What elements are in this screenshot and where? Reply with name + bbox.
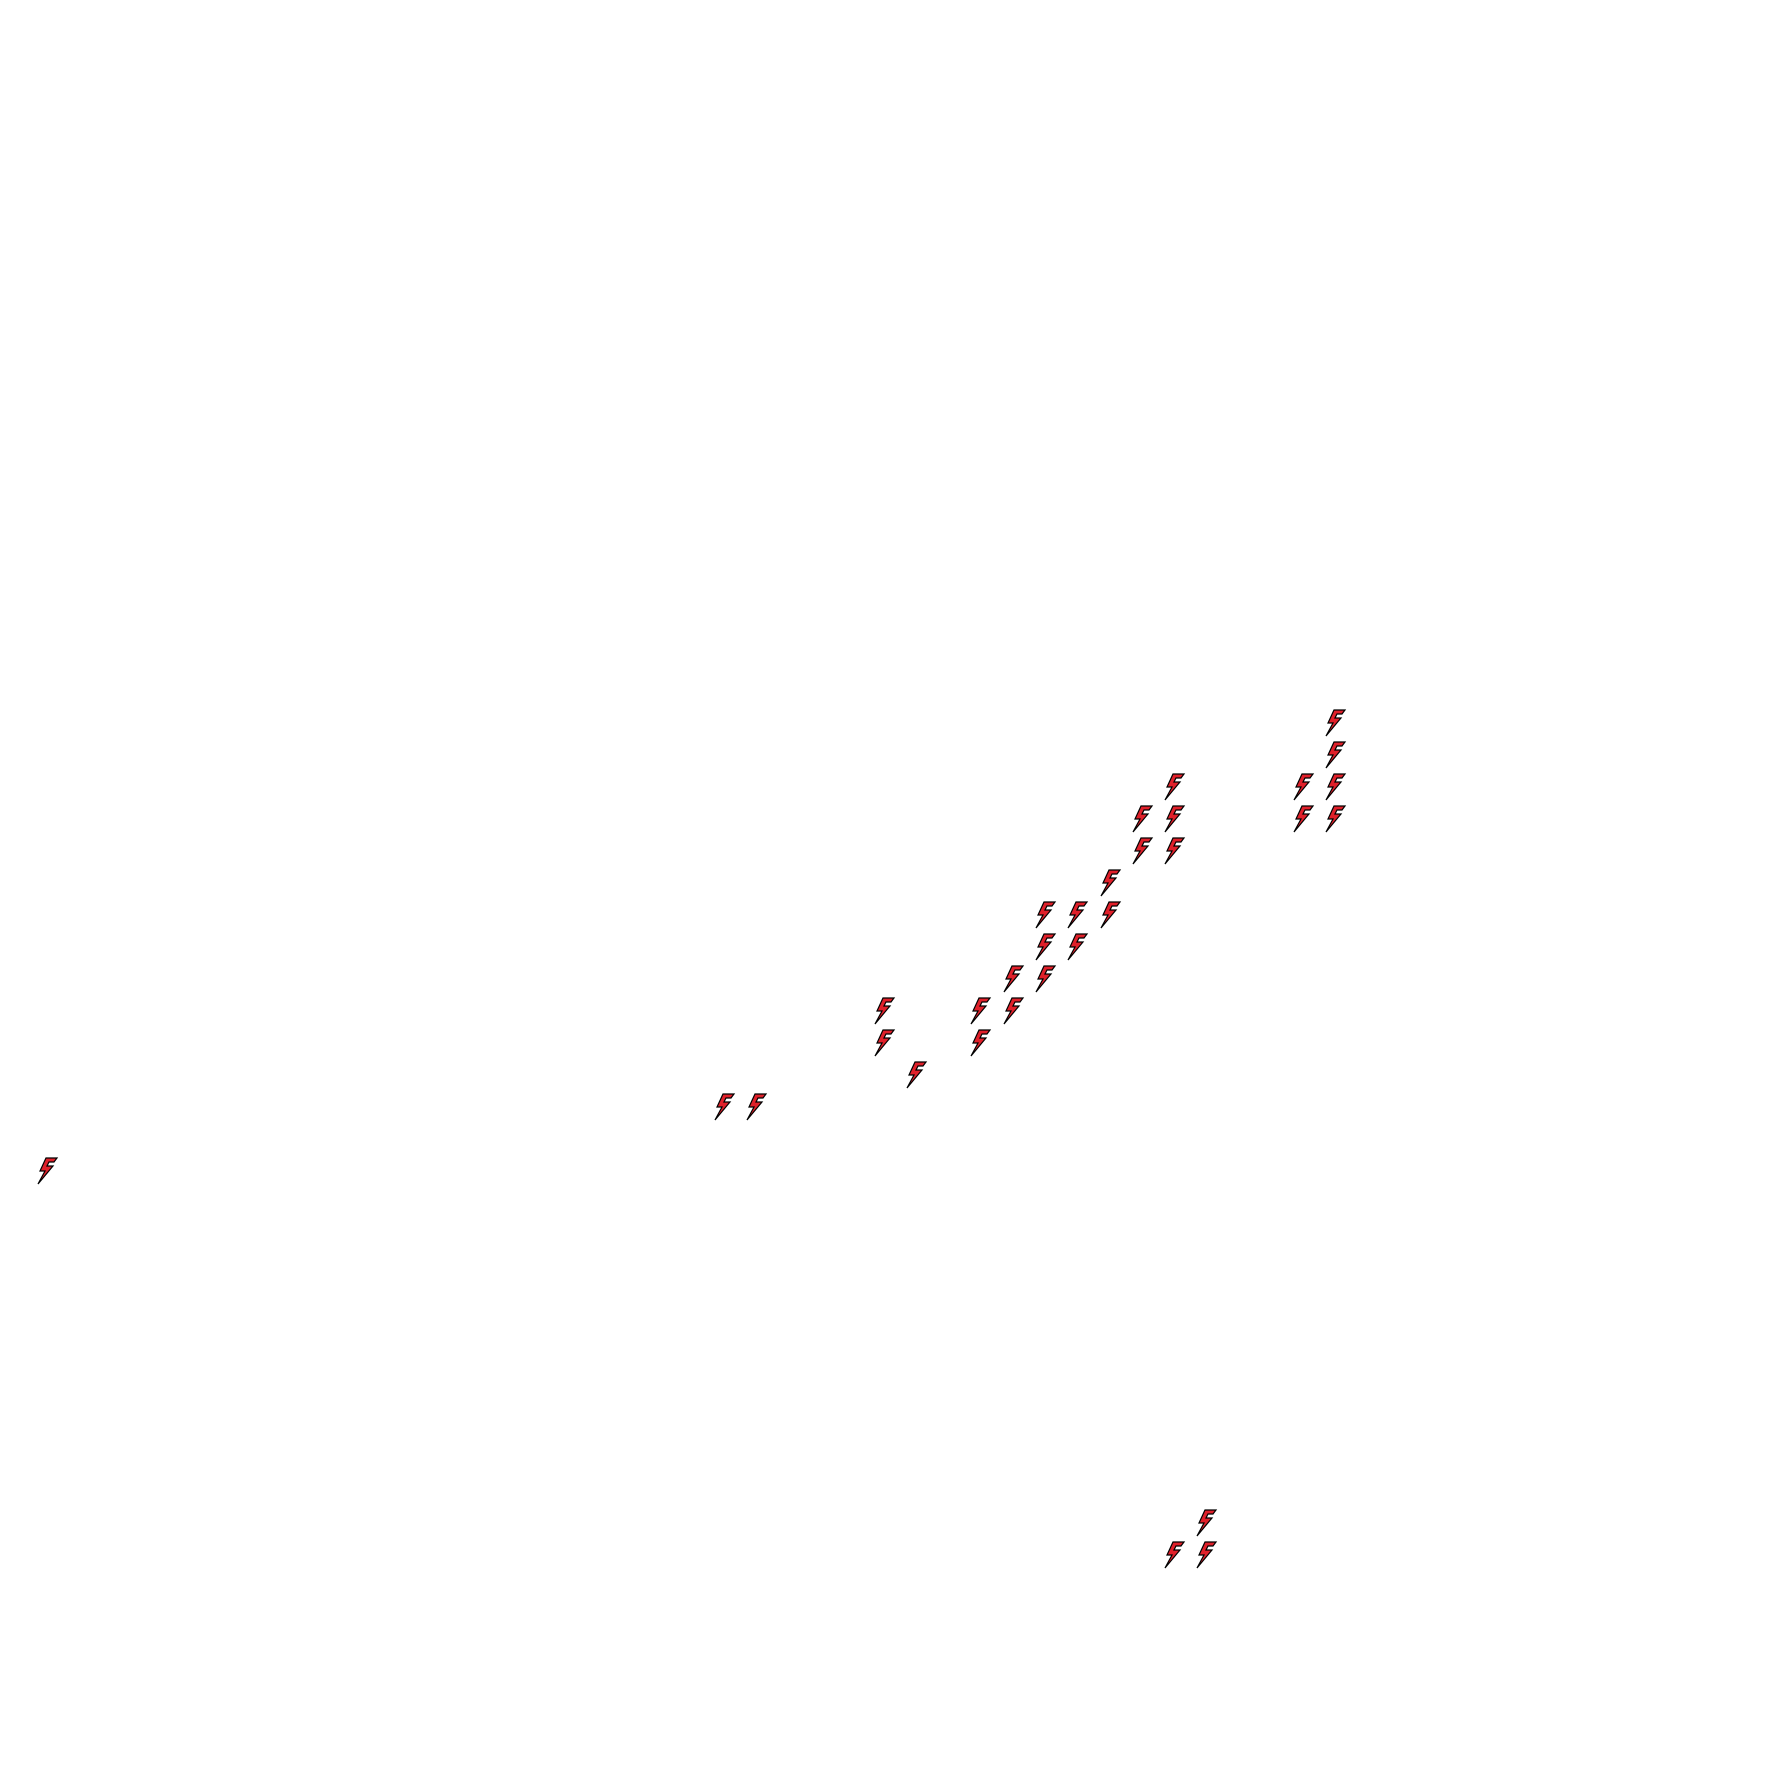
lightning-bolt-icon[interactable] (37, 1157, 59, 1185)
lightning-bolt-icon[interactable] (874, 1029, 896, 1057)
lightning-bolt-icon[interactable] (1100, 869, 1122, 897)
lightning-bolt-icon[interactable] (1164, 805, 1186, 833)
lightning-bolt-icon[interactable] (1325, 805, 1347, 833)
lightning-bolt-icon[interactable] (1132, 837, 1154, 865)
lightning-bolt-icon[interactable] (1132, 805, 1154, 833)
lightning-bolt-icon[interactable] (1196, 1541, 1218, 1569)
lightning-bolt-icon[interactable] (906, 1061, 928, 1089)
lightning-bolt-icon[interactable] (1035, 965, 1057, 993)
lightning-bolt-icon[interactable] (1067, 901, 1089, 929)
lightning-bolt-icon[interactable] (1035, 901, 1057, 929)
lightning-bolt-icon[interactable] (874, 997, 896, 1025)
lightning-bolt-icon[interactable] (970, 1029, 992, 1057)
lightning-bolt-icon[interactable] (1325, 741, 1347, 769)
lightning-bolt-icon[interactable] (1325, 709, 1347, 737)
lightning-bolt-icon[interactable] (1293, 805, 1315, 833)
lightning-bolt-icon[interactable] (1196, 1509, 1218, 1537)
lightning-bolt-icon[interactable] (1035, 933, 1057, 961)
lightning-bolt-icon[interactable] (746, 1093, 768, 1121)
marker-layer (37, 709, 1347, 1569)
lightning-bolt-icon[interactable] (1293, 773, 1315, 801)
lightning-bolt-icon[interactable] (970, 997, 992, 1025)
lightning-bolt-icon[interactable] (1100, 901, 1122, 929)
lightning-bolt-icon[interactable] (1003, 965, 1025, 993)
lightning-bolt-icon[interactable] (1325, 773, 1347, 801)
lightning-bolt-icon[interactable] (1164, 837, 1186, 865)
lightning-bolt-icon[interactable] (1003, 997, 1025, 1025)
lightning-bolt-icon[interactable] (1067, 933, 1089, 961)
lightning-bolt-icon[interactable] (1164, 1541, 1186, 1569)
lightning-bolt-icon[interactable] (1164, 773, 1186, 801)
lightning-bolt-icon[interactable] (714, 1093, 736, 1121)
